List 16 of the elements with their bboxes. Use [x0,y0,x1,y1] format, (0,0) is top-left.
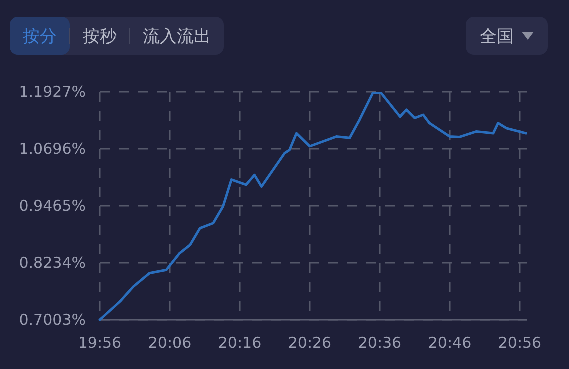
x-tick-label: 19:56 [78,334,122,352]
y-tick-label: 0.9465% [19,197,86,215]
y-tick-label: 0.8234% [19,254,86,272]
x-tick-label: 20:06 [148,334,192,352]
text: 按秒 [83,27,117,47]
x-tick-label: 20:16 [218,334,262,352]
text: 流入流出 [143,27,211,47]
x-tick-label: 20:56 [498,334,542,352]
y-tick-label: 0.7003% [19,311,86,329]
x-tick-label: 20:36 [358,334,402,352]
y-tick-label: 1.0696% [19,140,86,158]
text: 按分 [23,27,57,47]
x-tick-label: 20:26 [288,334,332,352]
y-tick-label: 1.1927% [19,83,86,101]
text: 全国 [480,27,514,47]
x-tick-label: 20:46 [428,334,472,352]
